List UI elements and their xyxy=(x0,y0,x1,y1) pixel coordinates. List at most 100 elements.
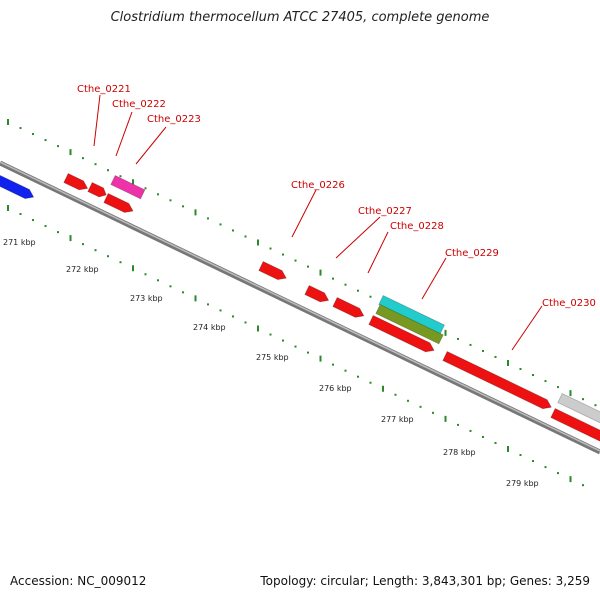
gene-label-cthe-0229[interactable]: Cthe_0229 xyxy=(445,248,499,259)
gene-label-cthe-0222[interactable]: Cthe_0222 xyxy=(112,99,166,110)
kbp-label-274: 274 kbp xyxy=(193,323,226,332)
gene-cthe-0226-shape[interactable] xyxy=(258,260,289,282)
gene-cthe-0222[interactable] xyxy=(87,181,109,199)
inner-tick xyxy=(269,333,272,336)
gene-cthe-0228-shape[interactable] xyxy=(332,296,366,320)
inner-tick xyxy=(294,345,297,348)
gene-label-cthe-0221[interactable]: Cthe_0221 xyxy=(77,84,131,95)
outer-tick xyxy=(369,295,372,298)
outer-tick xyxy=(119,175,122,178)
inner-tick xyxy=(69,235,72,242)
gene-cthe-0223-a[interactable] xyxy=(103,192,135,215)
gene-blue[interactable] xyxy=(0,172,36,201)
inner-tick xyxy=(332,363,334,366)
gene-label-cthe-0226[interactable]: Cthe_0226 xyxy=(291,180,345,191)
inner-tick xyxy=(119,261,122,264)
gene-label-cthe-0230[interactable]: Cthe_0230 xyxy=(542,298,596,309)
gene-cthe-0223-shape[interactable] xyxy=(110,174,146,200)
gene-cthe-0221-shape[interactable] xyxy=(63,172,90,192)
gene-cthe-0229-b[interactable] xyxy=(375,303,444,345)
outer-tick xyxy=(557,386,559,389)
outer-tick xyxy=(94,163,97,166)
inner-tick xyxy=(7,205,9,211)
map-title: Clostridium thermocellum ATCC 27405, com… xyxy=(110,10,490,25)
outer-tick xyxy=(319,269,322,276)
inner-tick xyxy=(494,441,497,444)
inner-tick xyxy=(357,375,359,378)
inner-tick xyxy=(244,321,247,324)
outer-tick xyxy=(19,127,22,130)
inner-tick xyxy=(557,472,559,475)
outer-tick xyxy=(82,157,84,160)
gene-label-cthe-0228[interactable]: Cthe_0228 xyxy=(390,221,444,232)
outer-tick xyxy=(207,217,209,220)
gene-label-cthe-0223[interactable]: Cthe_0223 xyxy=(147,114,201,125)
gene-cthe-0227[interactable] xyxy=(304,284,331,304)
gene-gray-shape[interactable] xyxy=(557,392,600,425)
inner-tick xyxy=(207,303,209,306)
gene-blue-shape[interactable] xyxy=(0,172,36,201)
kbp-label-275: 275 kbp xyxy=(256,353,289,362)
inner-tick xyxy=(307,351,309,354)
inner-tick xyxy=(444,415,447,422)
inner-tick xyxy=(519,454,522,457)
gene-cthe-0221[interactable] xyxy=(63,172,90,192)
inner-tick xyxy=(319,355,322,362)
gene-cthe-0228[interactable] xyxy=(332,296,366,320)
gene-cthe-0227-shape[interactable] xyxy=(304,284,331,304)
inner-tick xyxy=(132,265,134,272)
outer-tick xyxy=(144,187,147,190)
inner-tick xyxy=(469,429,472,432)
inner-tick-row xyxy=(7,205,584,487)
outer-tick xyxy=(269,247,272,250)
outer-tick xyxy=(294,259,297,262)
inner-tick xyxy=(32,219,34,222)
gene-cthe-0226[interactable] xyxy=(258,260,289,282)
inner-tick xyxy=(369,381,372,384)
kbp-label-279: 279 kbp xyxy=(506,479,539,488)
inner-tick xyxy=(432,411,434,414)
inner-tick xyxy=(157,279,159,282)
gene-cthe-0230[interactable] xyxy=(442,350,554,411)
gene-label-cthe-0227[interactable]: Cthe_0227 xyxy=(358,206,412,217)
kbp-label-278: 278 kbp xyxy=(443,448,476,457)
genome-backbone xyxy=(0,160,600,455)
gene-cthe-0222-shape[interactable] xyxy=(87,181,109,199)
inner-tick xyxy=(144,273,147,276)
inner-tick xyxy=(569,476,572,483)
outer-tick xyxy=(332,277,334,280)
outer-tick xyxy=(282,253,284,256)
accession-text: Accession: NC_009012 xyxy=(10,574,147,588)
outer-tick xyxy=(532,374,534,377)
kbp-label-272: 272 kbp xyxy=(66,265,99,274)
gene-gray[interactable] xyxy=(557,392,600,425)
outer-tick xyxy=(157,193,159,196)
inner-tick xyxy=(407,399,409,402)
outer-tick xyxy=(594,404,597,407)
gene-cthe-0230-shape[interactable] xyxy=(442,350,554,411)
inner-tick xyxy=(507,446,509,452)
gene-cthe-0223-a-shape[interactable] xyxy=(103,192,135,215)
inner-tick xyxy=(344,369,347,372)
gene-red-edge[interactable] xyxy=(550,407,600,445)
inner-tick xyxy=(182,291,184,294)
gene-red-edge-shape[interactable] xyxy=(550,407,600,445)
outer-tick xyxy=(57,145,59,148)
inner-tick xyxy=(44,225,47,228)
outer-tick xyxy=(544,380,547,383)
gene-cthe-0223[interactable] xyxy=(110,174,146,200)
outer-tick xyxy=(344,283,347,286)
outer-tick xyxy=(582,398,584,401)
gene-red-long-1[interactable] xyxy=(368,314,436,354)
gene-cthe-0229-b-shape[interactable] xyxy=(375,303,444,345)
outer-tick xyxy=(357,289,359,292)
inner-tick xyxy=(419,405,422,408)
label-leaders xyxy=(93,94,543,351)
gene-red-long-1-shape[interactable] xyxy=(368,314,436,354)
outer-tick xyxy=(482,349,484,352)
inner-tick xyxy=(282,339,284,342)
outer-tick xyxy=(69,149,72,156)
outer-tick xyxy=(257,239,259,246)
inner-tick xyxy=(382,385,384,392)
